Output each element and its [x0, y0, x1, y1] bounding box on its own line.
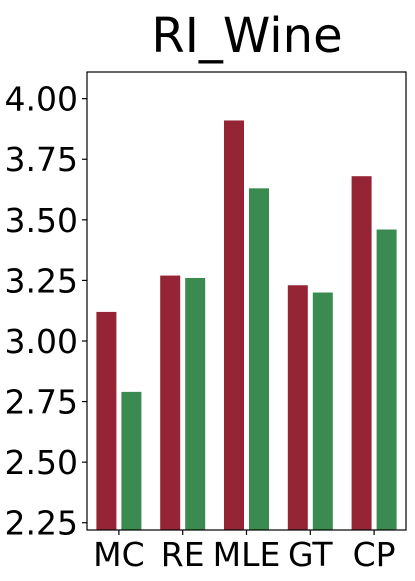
- y-tick-label: 3.50: [5, 201, 78, 240]
- x-tick-label: MLE: [213, 535, 281, 574]
- x-axis: MC RE MLE GT CP: [93, 530, 396, 574]
- y-tick-label: 2.50: [5, 443, 78, 482]
- bar-mle-series-1: [224, 120, 244, 530]
- x-tick-label: GT: [288, 535, 333, 574]
- x-tick-label: MC: [93, 535, 145, 574]
- bar-gt-series-2: [312, 292, 333, 530]
- bar-gt-series-1: [287, 285, 308, 530]
- y-tick-label: 2.25: [5, 504, 78, 543]
- y-tick-label: 2.75: [5, 383, 78, 422]
- bar-re-series-1: [160, 275, 181, 530]
- chart-title: RI_Wine: [151, 8, 342, 64]
- plot-frame: [86, 71, 407, 531]
- bar-cp-series-1: [351, 176, 372, 531]
- bar-re-series-2: [185, 277, 206, 530]
- x-tick-label: CP: [353, 535, 396, 574]
- x-tick-label: RE: [161, 535, 205, 574]
- y-tick-label: 3.75: [5, 140, 78, 179]
- bar-mc-series-2: [121, 391, 142, 530]
- bar-cp-series-2: [376, 229, 397, 530]
- y-axis: 2.25 2.50 2.75 3.00 3.25 3.50 3.75 4.00: [5, 80, 87, 543]
- bar-mc-series-1: [96, 311, 117, 530]
- bars-group: [96, 120, 397, 531]
- y-tick-label: 3.25: [5, 261, 78, 300]
- y-tick-label: 4.00: [5, 80, 78, 119]
- y-tick-label: 3.00: [5, 322, 78, 361]
- bar-mle-series-2: [249, 188, 269, 531]
